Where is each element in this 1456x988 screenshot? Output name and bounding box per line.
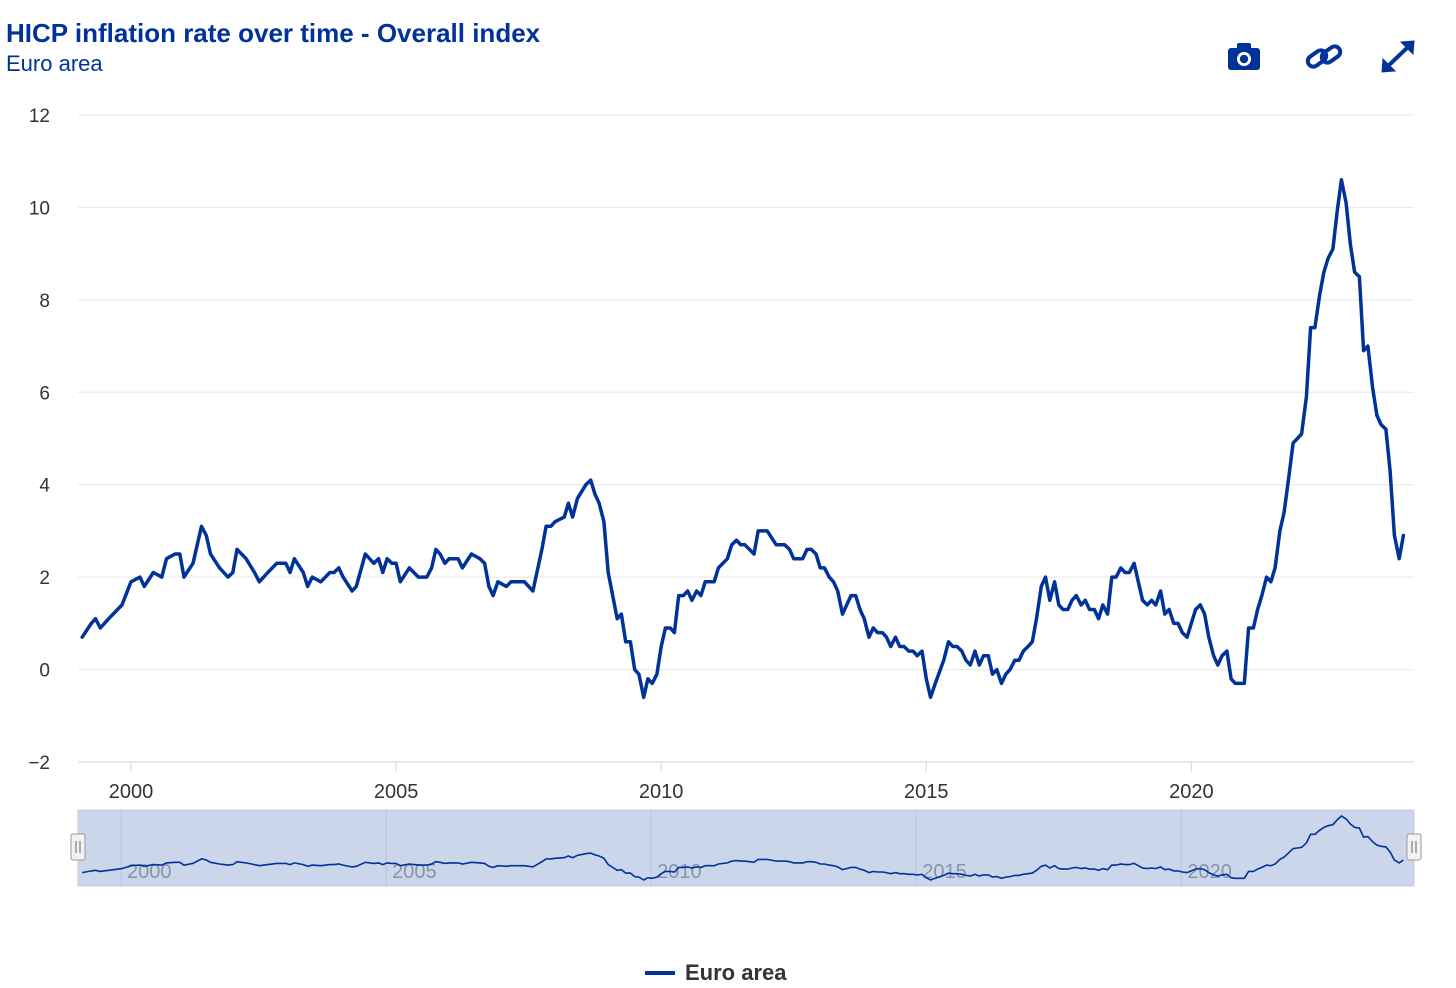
chart-subtitle: Euro area xyxy=(6,51,103,76)
navigator-series-line xyxy=(82,814,1404,881)
x-tick-label: 2020 xyxy=(1169,781,1214,803)
x-tick-label: 2015 xyxy=(904,781,949,803)
navigator-handle-body xyxy=(70,833,86,861)
y-tick-label: 2 xyxy=(39,568,50,589)
navigator-handle-right[interactable] xyxy=(1406,833,1422,861)
y-tick-label: 0 xyxy=(39,661,50,682)
y-tick-label: 10 xyxy=(29,198,50,219)
navigator-tick-label: 2000 xyxy=(127,861,171,883)
link-icon xyxy=(1305,44,1343,69)
chart-title: HICP inflation rate over time - Overall … xyxy=(6,18,541,48)
x-tick-label: 2010 xyxy=(639,781,684,803)
navigator-tick-label: 2020 xyxy=(1187,861,1232,883)
legend-item-euro-area[interactable]: Euro area xyxy=(645,958,787,988)
legend-swatch xyxy=(645,971,675,975)
navigator-tick-label: 2005 xyxy=(392,861,437,883)
y-tick-label: 6 xyxy=(39,383,50,404)
camera-icon xyxy=(1228,43,1260,70)
download-image-button[interactable] xyxy=(1224,38,1264,76)
share-link-button[interactable] xyxy=(1304,38,1344,76)
expand-icon xyxy=(1381,40,1415,73)
navigator-handle-left[interactable] xyxy=(70,833,86,861)
y-tick-label: 8 xyxy=(39,291,50,312)
fullscreen-button[interactable] xyxy=(1378,38,1418,76)
y-tick-label: 4 xyxy=(39,476,50,497)
y-tick-label: −2 xyxy=(28,753,50,774)
navigator-tick-label: 2015 xyxy=(922,861,967,883)
navigator-handle-body xyxy=(1406,833,1422,861)
x-tick-label: 2005 xyxy=(374,781,419,803)
y-tick-label: 12 xyxy=(29,106,50,127)
series-line-euro-area xyxy=(80,177,1406,700)
navigator-panel xyxy=(77,809,1415,887)
navigator-tick-label: 2010 xyxy=(657,861,702,883)
legend-label: Euro area xyxy=(685,960,787,985)
x-tick-label: 2000 xyxy=(109,781,154,803)
